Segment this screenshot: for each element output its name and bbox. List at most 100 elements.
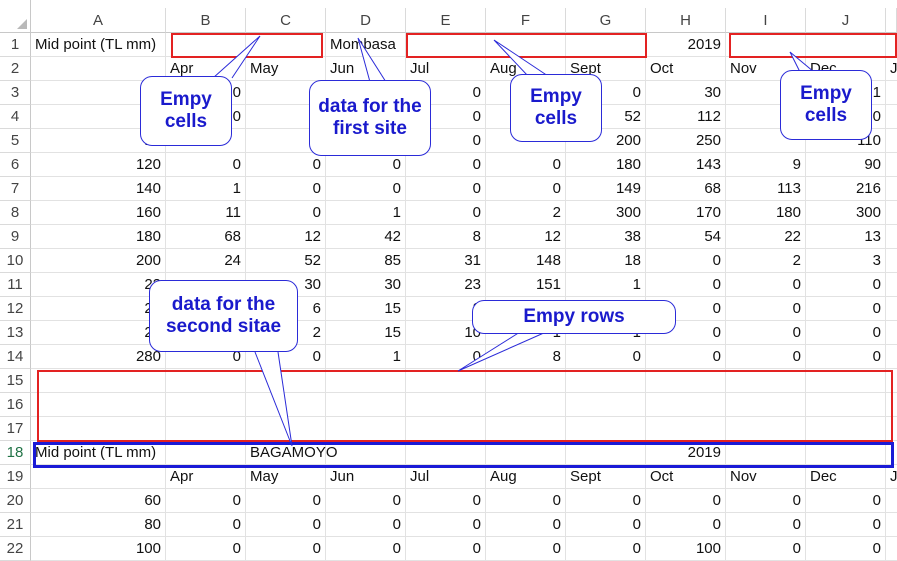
cell-d10[interactable]: 85	[326, 249, 406, 273]
cell-g9[interactable]: 38	[566, 225, 646, 249]
column-header-a[interactable]: A	[31, 8, 166, 33]
row-header-3[interactable]: 3	[0, 81, 31, 105]
row-header-18[interactable]: 18	[0, 441, 31, 465]
cell-e22[interactable]: 0	[406, 537, 486, 561]
cell-k11[interactable]	[886, 273, 897, 297]
cell-b21[interactable]: 0	[166, 513, 246, 537]
cell-c6[interactable]: 0	[246, 153, 326, 177]
cell-f11[interactable]: 151	[486, 273, 566, 297]
cell-i22[interactable]: 0	[726, 537, 806, 561]
cell-b7[interactable]: 1	[166, 177, 246, 201]
cell-h20[interactable]: 0	[646, 489, 726, 513]
cell-d7[interactable]: 0	[326, 177, 406, 201]
cell-a15[interactable]	[31, 369, 166, 393]
cell-k3[interactable]	[886, 81, 897, 105]
row-header-2[interactable]: 2	[0, 57, 31, 81]
cell-b20[interactable]: 0	[166, 489, 246, 513]
cell-k5[interactable]	[886, 129, 897, 153]
cell-e2[interactable]: Jul	[406, 57, 486, 81]
cell-e16[interactable]	[406, 393, 486, 417]
cell-h14[interactable]: 0	[646, 345, 726, 369]
cell-d13[interactable]: 15	[326, 321, 406, 345]
cell-d8[interactable]: 1	[326, 201, 406, 225]
cell-f18[interactable]	[486, 441, 566, 465]
cell-j18[interactable]	[806, 441, 886, 465]
cell-d1[interactable]: Mombasa	[326, 33, 406, 57]
cell-f22[interactable]: 0	[486, 537, 566, 561]
cell-j12[interactable]: 0	[806, 297, 886, 321]
cell-g7[interactable]: 149	[566, 177, 646, 201]
row-header-11[interactable]: 11	[0, 273, 31, 297]
cell-i13[interactable]: 0	[726, 321, 806, 345]
cell-a1[interactable]: Mid point (TL mm)	[31, 33, 166, 57]
column-header-h[interactable]: H	[646, 8, 726, 33]
cell-e11[interactable]: 23	[406, 273, 486, 297]
cell-h11[interactable]: 0	[646, 273, 726, 297]
cell-d16[interactable]	[326, 393, 406, 417]
cell-c9[interactable]: 12	[246, 225, 326, 249]
cell-k2[interactable]: J	[886, 57, 897, 81]
cell-k21[interactable]	[886, 513, 897, 537]
cell-b18[interactable]	[166, 441, 246, 465]
cell-b9[interactable]: 68	[166, 225, 246, 249]
row-header-1[interactable]: 1	[0, 33, 31, 57]
cell-c20[interactable]: 0	[246, 489, 326, 513]
cell-a14[interactable]: 280	[31, 345, 166, 369]
column-header-k[interactable]	[886, 8, 897, 33]
cell-h7[interactable]: 68	[646, 177, 726, 201]
cell-j13[interactable]: 0	[806, 321, 886, 345]
cell-a21[interactable]: 80	[31, 513, 166, 537]
cell-c2[interactable]: May	[246, 57, 326, 81]
row-header-10[interactable]: 10	[0, 249, 31, 273]
cell-e4[interactable]: 0	[406, 105, 486, 129]
cell-c8[interactable]: 0	[246, 201, 326, 225]
cell-k10[interactable]	[886, 249, 897, 273]
cell-h22[interactable]: 100	[646, 537, 726, 561]
cell-e21[interactable]: 0	[406, 513, 486, 537]
cell-c7[interactable]: 0	[246, 177, 326, 201]
cell-e20[interactable]: 0	[406, 489, 486, 513]
cell-f14[interactable]: 8	[486, 345, 566, 369]
cell-c19[interactable]: May	[246, 465, 326, 489]
column-header-e[interactable]: E	[406, 8, 486, 33]
cell-j22[interactable]: 0	[806, 537, 886, 561]
cell-d15[interactable]	[326, 369, 406, 393]
cell-h10[interactable]: 0	[646, 249, 726, 273]
cell-a22[interactable]: 100	[31, 537, 166, 561]
cell-j10[interactable]: 3	[806, 249, 886, 273]
row-header-14[interactable]: 14	[0, 345, 31, 369]
cell-k22[interactable]	[886, 537, 897, 561]
cell-h12[interactable]: 0	[646, 297, 726, 321]
cell-a19[interactable]	[31, 465, 166, 489]
cell-g16[interactable]	[566, 393, 646, 417]
cell-b22[interactable]: 0	[166, 537, 246, 561]
cell-h16[interactable]	[646, 393, 726, 417]
cell-i11[interactable]: 0	[726, 273, 806, 297]
cell-e14[interactable]: 0	[406, 345, 486, 369]
cell-b10[interactable]: 24	[166, 249, 246, 273]
cell-i21[interactable]: 0	[726, 513, 806, 537]
cell-f19[interactable]: Aug	[486, 465, 566, 489]
column-header-c[interactable]: C	[246, 8, 326, 33]
cell-b14[interactable]: 0	[166, 345, 246, 369]
cell-f10[interactable]: 148	[486, 249, 566, 273]
cell-b16[interactable]	[166, 393, 246, 417]
cell-h13[interactable]: 0	[646, 321, 726, 345]
cell-d21[interactable]: 0	[326, 513, 406, 537]
cell-a10[interactable]: 200	[31, 249, 166, 273]
cell-i9[interactable]: 22	[726, 225, 806, 249]
cell-g4[interactable]: 52	[566, 105, 646, 129]
cell-a20[interactable]: 60	[31, 489, 166, 513]
cell-d2[interactable]: Jun	[326, 57, 406, 81]
cell-i20[interactable]: 0	[726, 489, 806, 513]
cell-k6[interactable]	[886, 153, 897, 177]
cell-h4[interactable]: 112	[646, 105, 726, 129]
cell-j21[interactable]: 0	[806, 513, 886, 537]
cell-b8[interactable]: 11	[166, 201, 246, 225]
cell-f7[interactable]: 0	[486, 177, 566, 201]
cell-d19[interactable]: Jun	[326, 465, 406, 489]
cell-i5[interactable]	[726, 129, 806, 153]
cell-a2[interactable]	[31, 57, 166, 81]
cell-g2[interactable]: Sept	[566, 57, 646, 81]
cell-f8[interactable]: 2	[486, 201, 566, 225]
